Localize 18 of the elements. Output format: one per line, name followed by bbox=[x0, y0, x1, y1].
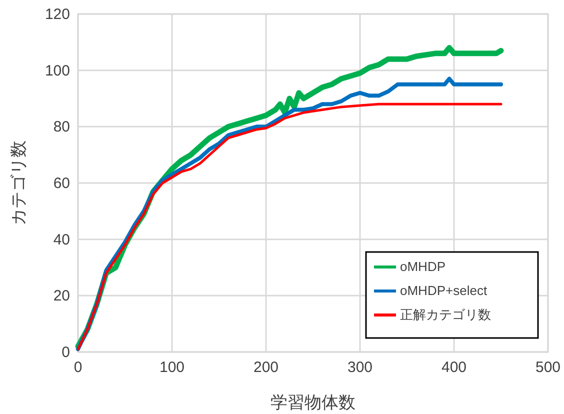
legend-label: oMHDP+select bbox=[400, 283, 488, 298]
x-axis-title: 学習物体数 bbox=[270, 393, 356, 412]
y-tick-label: 60 bbox=[53, 175, 70, 192]
y-tick-label: 0 bbox=[62, 344, 70, 361]
x-tick-label: 300 bbox=[347, 359, 373, 376]
legend-label: oMHDP bbox=[400, 259, 446, 274]
y-tick-label: 80 bbox=[53, 118, 70, 136]
y-tick-label: 20 bbox=[53, 288, 70, 305]
x-tick-label: 200 bbox=[253, 359, 279, 376]
x-tick-label: 0 bbox=[74, 359, 82, 376]
legend-label: 正解カテゴリ数 bbox=[400, 307, 491, 322]
x-tick-label: 500 bbox=[535, 359, 561, 376]
x-tick-label: 400 bbox=[441, 359, 467, 376]
y-axis-title: カテゴリ数 bbox=[9, 140, 28, 226]
x-tick-label: 100 bbox=[159, 359, 185, 376]
y-tick-label: 120 bbox=[44, 6, 70, 23]
y-tick-label: 40 bbox=[53, 231, 70, 248]
y-tick-label: 100 bbox=[44, 62, 70, 80]
